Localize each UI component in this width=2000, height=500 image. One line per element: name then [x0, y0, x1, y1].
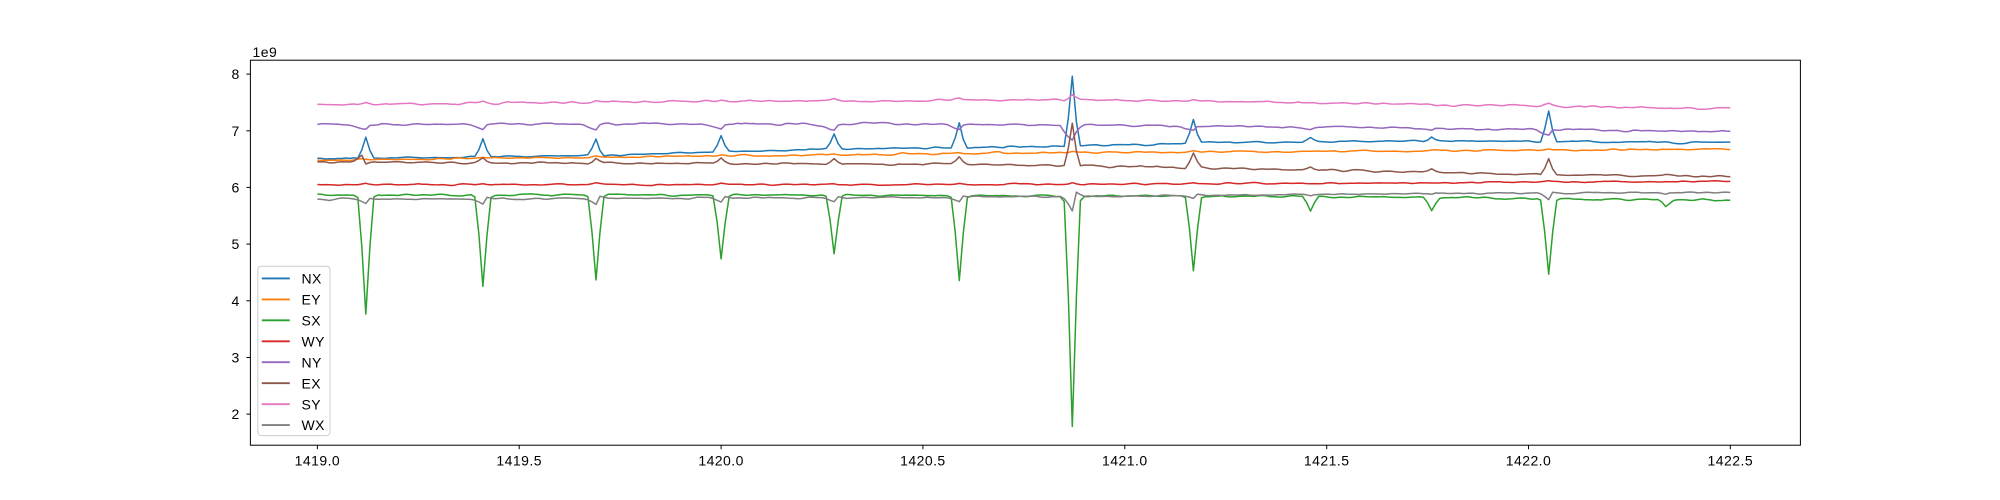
svg-text:8: 8: [232, 66, 240, 82]
svg-text:SY: SY: [302, 396, 322, 412]
svg-text:1419.5: 1419.5: [496, 453, 542, 469]
svg-text:1421.0: 1421.0: [1102, 453, 1148, 469]
svg-text:EY: EY: [302, 292, 322, 308]
svg-text:WX: WX: [302, 417, 326, 433]
svg-text:1422.5: 1422.5: [1708, 453, 1754, 469]
svg-text:2: 2: [232, 406, 240, 422]
svg-text:4: 4: [232, 293, 240, 309]
svg-text:7: 7: [232, 123, 240, 139]
svg-text:EX: EX: [302, 375, 322, 391]
svg-text:NX: NX: [302, 271, 323, 287]
svg-text:1420.0: 1420.0: [698, 453, 744, 469]
svg-text:NY: NY: [302, 354, 323, 370]
svg-text:1420.5: 1420.5: [900, 453, 946, 469]
svg-text:6: 6: [232, 180, 240, 196]
svg-text:1e9: 1e9: [253, 44, 278, 60]
svg-text:3: 3: [232, 350, 240, 366]
svg-text:1422.0: 1422.0: [1506, 453, 1552, 469]
svg-text:1419.0: 1419.0: [295, 453, 341, 469]
svg-text:SX: SX: [302, 312, 322, 328]
svg-text:WY: WY: [302, 333, 326, 349]
svg-text:5: 5: [232, 236, 240, 252]
svg-text:1421.5: 1421.5: [1304, 453, 1350, 469]
